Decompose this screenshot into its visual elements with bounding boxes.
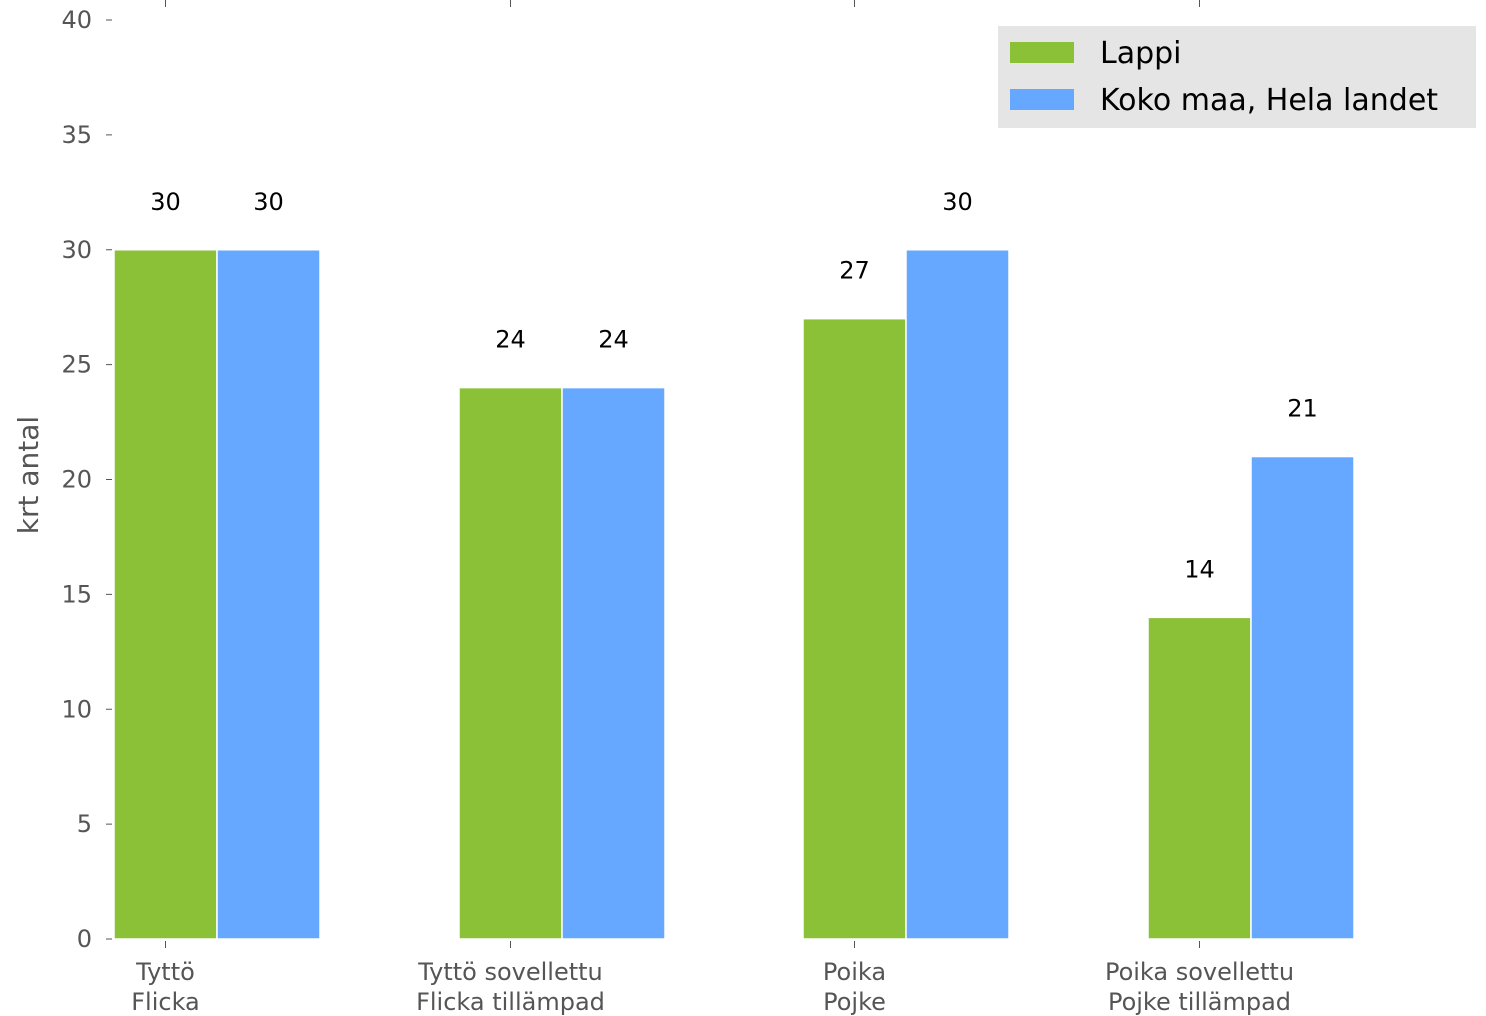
legend-box	[998, 26, 1476, 128]
bar-value-label: 14	[1184, 555, 1215, 583]
bar	[216, 249, 321, 940]
bar-value-label: 30	[942, 188, 973, 216]
x-tick-label: Poika	[823, 958, 886, 986]
y-tick-label: 30	[61, 236, 92, 264]
x-tick-label: Poika sovellettu	[1105, 958, 1294, 986]
y-tick-label: 10	[61, 695, 92, 723]
y-tick-label: 20	[61, 466, 92, 494]
y-tick-label: 35	[61, 121, 92, 149]
y-tick-label: 40	[61, 6, 92, 34]
y-tick-label: 25	[61, 351, 92, 379]
legend-label: Lappi	[1100, 36, 1182, 71]
bar-value-label: 30	[150, 188, 181, 216]
bar-value-label: 24	[598, 326, 629, 354]
x-tick-label: Pojke tillämpad	[1108, 988, 1291, 1016]
x-tick-label: Tyttö	[135, 958, 195, 986]
bar	[1250, 455, 1355, 940]
bars	[113, 249, 1355, 940]
y-tick-label: 5	[77, 810, 92, 838]
bar-value-label: 30	[253, 188, 284, 216]
x-tick-label: Flicka	[131, 988, 200, 1016]
bar-value-label: 21	[1287, 395, 1318, 423]
y-tick-label: 0	[77, 925, 92, 953]
x-tick-label: Flicka tillämpad	[416, 988, 605, 1016]
bar	[1147, 616, 1252, 940]
bar-value-label: 27	[839, 257, 870, 285]
bar	[561, 386, 666, 940]
bar	[113, 249, 218, 940]
legend-swatch	[1010, 89, 1074, 110]
legend-label: Koko maa, Hela landet	[1100, 83, 1438, 118]
x-tick-label: Pojke	[823, 988, 886, 1016]
bar-value-label: 24	[495, 326, 526, 354]
legend: Lappi Koko maa, Hela landet	[998, 26, 1476, 128]
bar	[802, 317, 907, 940]
y-axis-label: krt antal	[12, 416, 45, 534]
y-axis: 0 5 10 15 20 25 30 35 40	[61, 6, 112, 953]
bar-labels: 30 24 27 14 30 24 30 21	[150, 188, 1318, 584]
y-tick-label: 15	[61, 580, 92, 608]
bar	[458, 386, 563, 940]
legend-swatch	[1010, 42, 1074, 63]
x-tick-label: Tyttö sovellettu	[417, 958, 603, 986]
bar	[905, 249, 1010, 940]
